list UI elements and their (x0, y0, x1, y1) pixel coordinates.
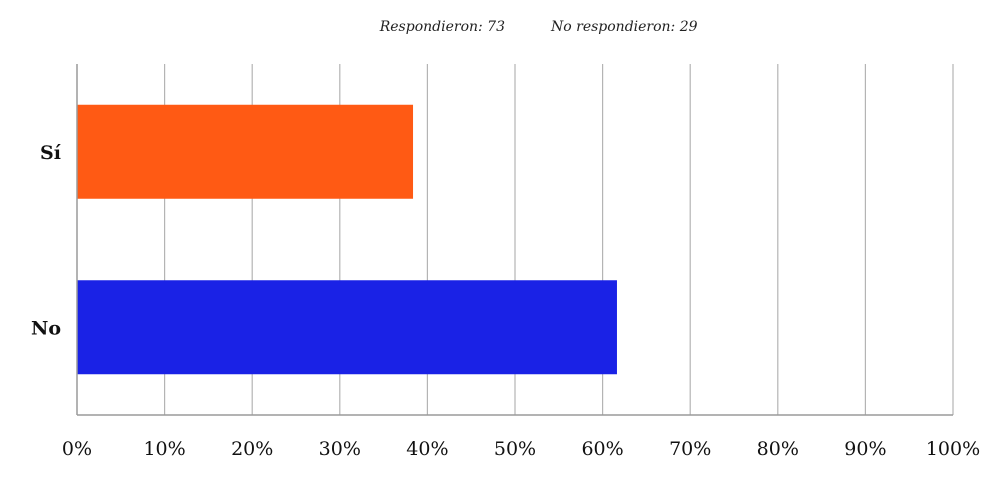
axes (76, 64, 953, 416)
bars (77, 104, 617, 375)
x-tick-label: 10% (143, 438, 185, 460)
x-tick-label: 90% (844, 438, 886, 460)
category-label: No (31, 317, 61, 339)
bar (77, 280, 617, 375)
skipped-count: No respondieron: 29 (550, 19, 698, 35)
x-tick-label: 80% (757, 438, 799, 460)
x-tick-label: 30% (319, 438, 361, 460)
x-tick-label: 60% (581, 438, 623, 460)
x-tick-label: 100% (926, 438, 980, 460)
x-tick-label: 0% (62, 438, 92, 460)
labels: 0% 10% 20% 30% 40% 50% 60% 70% 80% 90% 100% Sí No (31, 142, 980, 460)
category-label: Sí (40, 142, 62, 164)
x-tick-label: 40% (406, 438, 448, 460)
bar (77, 104, 414, 199)
x-tick-label: 70% (669, 438, 711, 460)
answered-count: Respondieron: 73 (379, 19, 505, 35)
x-tick-label: 50% (494, 438, 536, 460)
x-tick-label: 20% (231, 438, 273, 460)
